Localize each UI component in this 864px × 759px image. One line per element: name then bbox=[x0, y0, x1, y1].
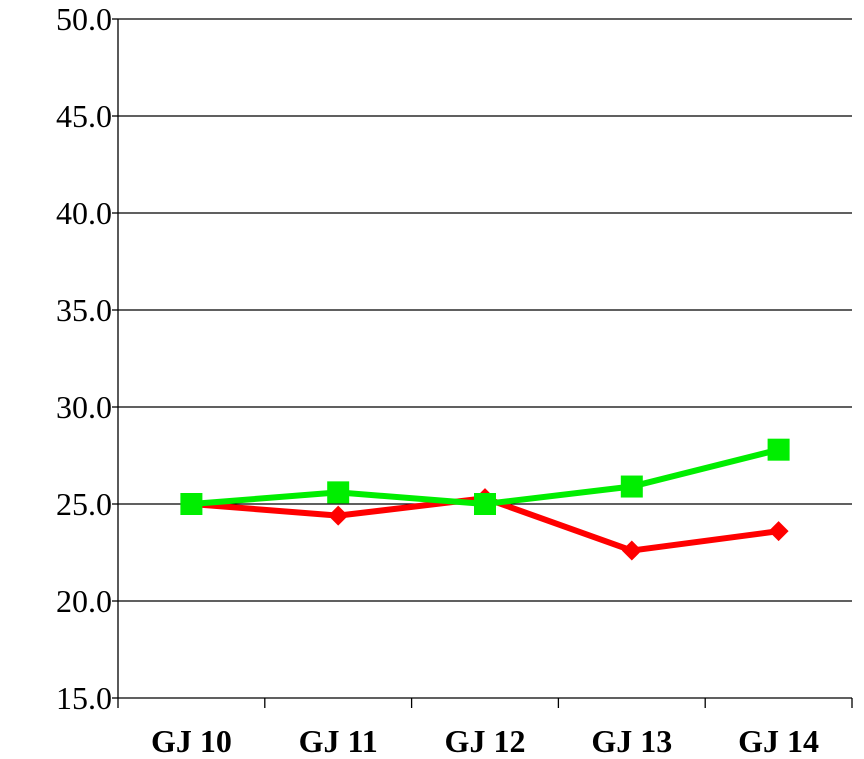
y-tick-label: 20.0 bbox=[56, 583, 112, 619]
x-tick-label: GJ 11 bbox=[299, 723, 378, 759]
y-axis-tick-labels: 15.0 20.0 25.0 30.0 35.0 40.0 45.0 50.0 bbox=[56, 1, 112, 716]
data-point-marker bbox=[180, 493, 203, 515]
x-tick-label: GJ 10 bbox=[151, 723, 232, 759]
data-point-marker bbox=[328, 505, 349, 526]
y-tick-label: 35.0 bbox=[56, 292, 112, 328]
series bbox=[180, 438, 790, 561]
data-point-marker bbox=[620, 475, 643, 498]
y-tick-label: 25.0 bbox=[56, 486, 112, 522]
axes bbox=[112, 18, 853, 708]
x-tick-label: GJ 13 bbox=[591, 723, 672, 759]
y-tick-label: 50.0 bbox=[56, 1, 112, 37]
data-point-marker bbox=[768, 521, 789, 542]
y-tick-label: 15.0 bbox=[56, 680, 112, 716]
x-tick-label: GJ 12 bbox=[445, 723, 526, 759]
data-point-marker bbox=[767, 438, 790, 461]
y-tick-label: 40.0 bbox=[56, 195, 112, 231]
data-point-marker bbox=[327, 481, 350, 504]
x-axis-tick-labels: GJ 10 GJ 11 GJ 12 GJ 13 GJ 14 bbox=[151, 723, 819, 759]
y-tick-label: 30.0 bbox=[56, 389, 112, 425]
series-2 bbox=[180, 438, 790, 515]
data-point-marker bbox=[474, 493, 496, 515]
y-tick-label: 45.0 bbox=[56, 98, 112, 134]
data-point-marker bbox=[621, 540, 642, 561]
x-tick-label: GJ 14 bbox=[738, 723, 819, 759]
gridlines bbox=[118, 18, 852, 602]
